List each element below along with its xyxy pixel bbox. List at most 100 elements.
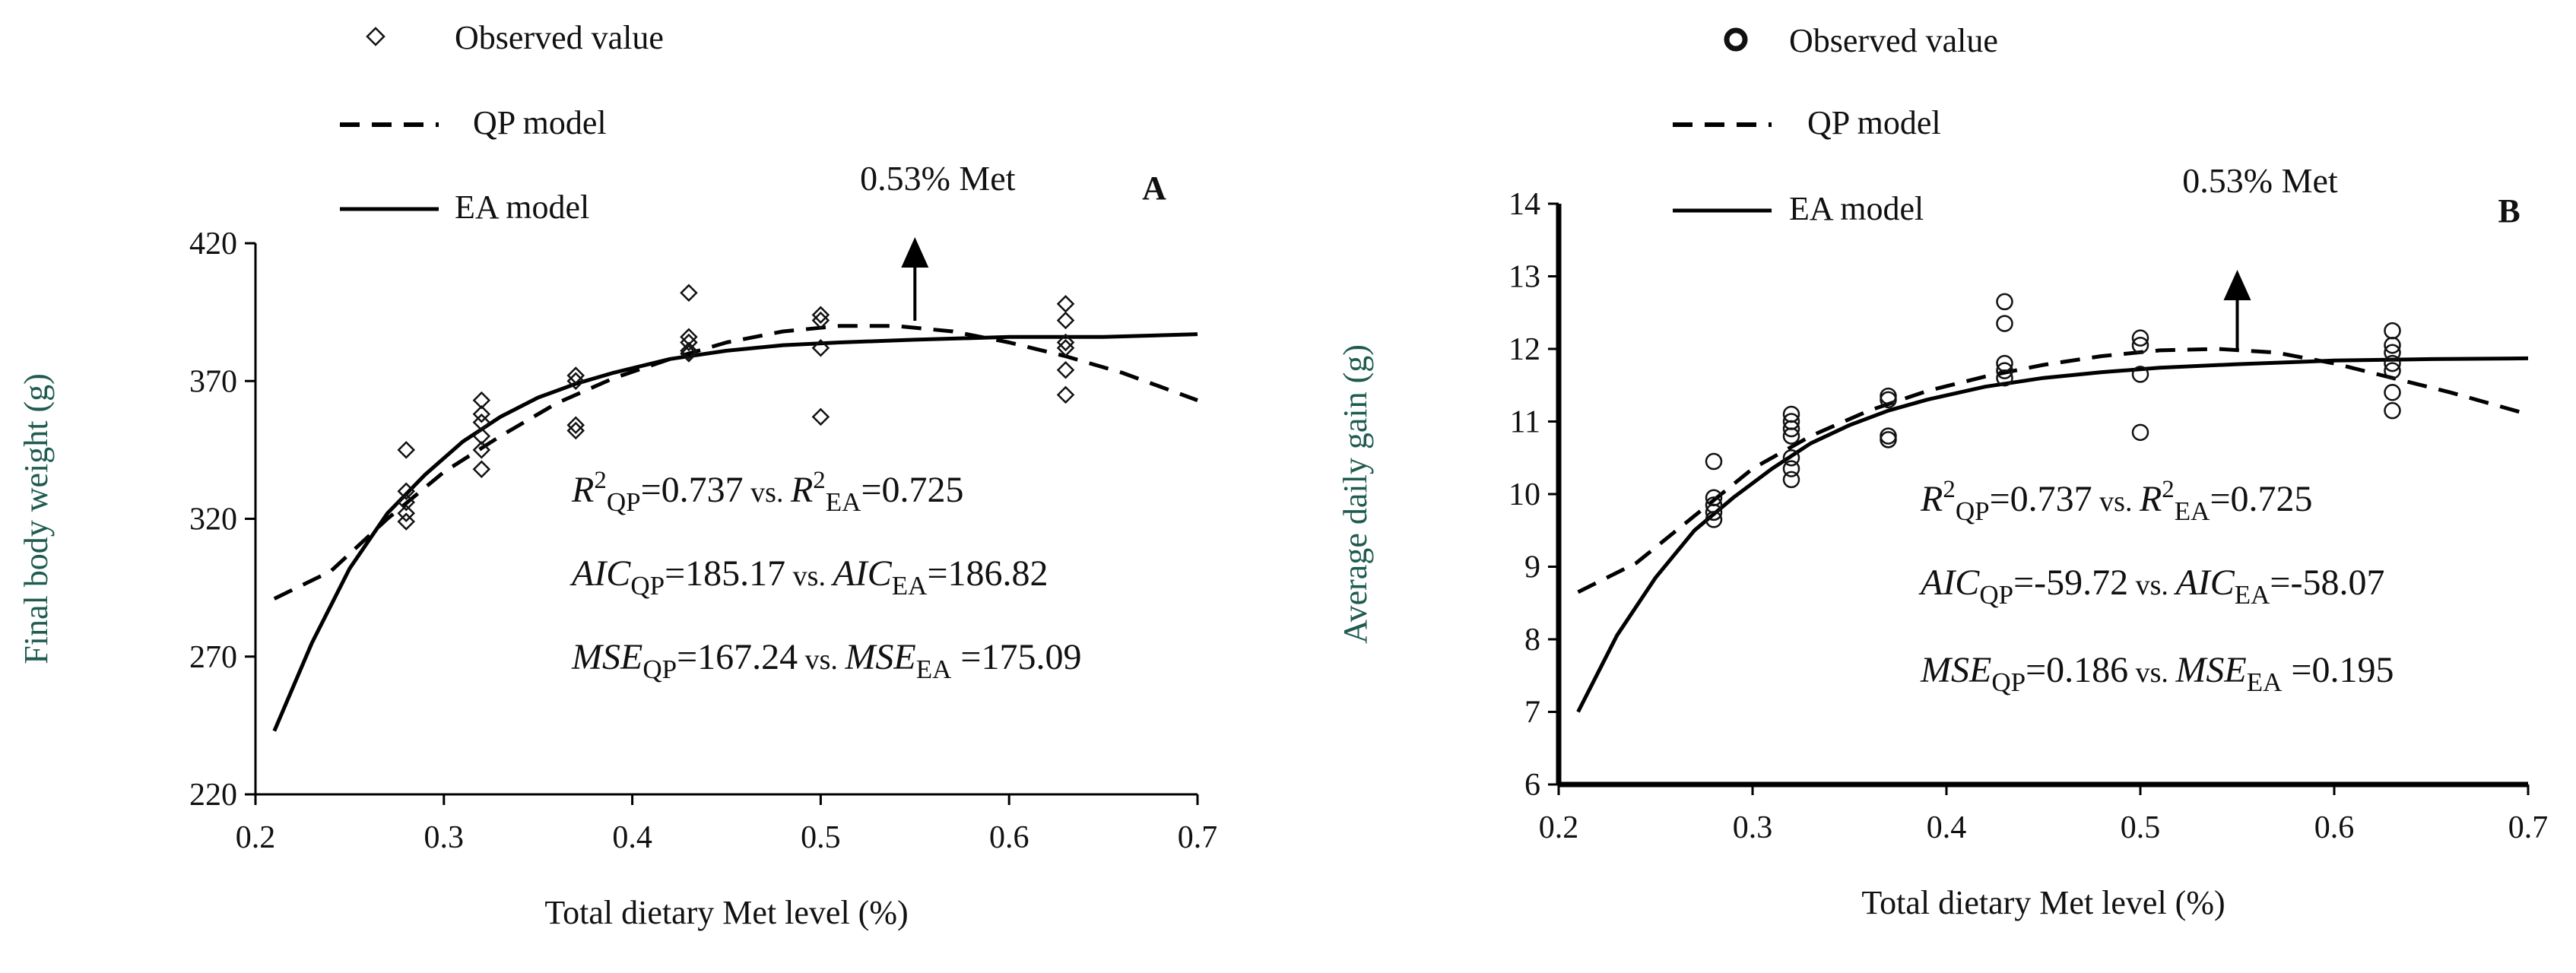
stat-subscript: QP [1979,580,2013,610]
stat-r2-row: R2QP=0.737 vs. R2EA=0.725 [1920,476,2313,526]
observed-point [1056,385,1075,404]
stat-mse-row: MSEQP=167.24 vs. MSEEA =175.09 [571,637,1081,684]
observed-point [2384,322,2401,340]
observed-point [2384,344,2401,362]
stat-label: MSE [2175,650,2246,690]
observed-point [2384,384,2401,401]
observed-point [680,344,698,363]
observed-point [1880,427,1897,445]
observed-point [566,372,585,391]
stat-value: =0.186 [2026,650,2128,690]
observed-point [1880,387,1897,405]
panel-label: B [2498,192,2520,230]
x-tick-label: 0.4 [1927,810,1967,845]
stat-subscript: QP [630,571,665,601]
ea-model-curve [272,332,1198,732]
legend-observed-label: Observed value [455,19,664,56]
annotation-label: 0.53% Met [860,159,1016,198]
observed-point [1705,452,1723,471]
y-tick-label: 12 [1508,332,1540,367]
y-tick-label: 6 [1524,768,1540,803]
observed-point [1705,511,1723,528]
observed-point [2384,362,2401,379]
stat-vs: vs. [744,477,791,509]
observed-point [1996,315,2013,332]
stat-superscript: 2 [594,467,607,494]
annotation-label: 0.53% Met [2182,161,2338,200]
observed-point [472,413,491,432]
stat-value: =0.737 [1990,479,2092,519]
stat-subscript: EA [916,654,952,684]
observed-point [472,391,491,410]
stat-label: AIC [569,553,631,594]
observed-point [397,441,416,459]
observed-point [566,416,585,435]
legend-ea-label: EA model [455,189,589,226]
x-axis-title: Total dietary Met level (%) [544,894,908,931]
stat-superscript: 2 [813,467,826,494]
chart-panel-a: 220 270 320 370 420 0.2 0.3 0.4 0.5 0.6 0.7 Total d… [17,19,1217,931]
x-tick-label: 0.3 [1733,810,1773,845]
stat-label: R [571,470,594,510]
stat-value: =186.82 [927,553,1048,594]
stat-r2-row: R2QP=0.737 vs. R2EA=0.725 [571,467,964,517]
y-tick-label: 320 [189,502,237,537]
legend-qp-label: QP model [473,104,607,141]
stat-vs: vs. [785,560,833,592]
observed-point [1782,471,1800,489]
stat-label: AIC [2173,563,2235,603]
stat-subscript: QP [642,654,677,684]
stat-vs: vs. [2128,569,2175,601]
y-tick-label: 9 [1524,550,1540,585]
stat-value: =0.725 [861,470,963,510]
observed-point [1056,338,1075,357]
observed-point [1880,431,1897,448]
stat-aic-row: AICQP=-59.72 vs. AICEA=-58.07 [1918,563,2384,610]
observed-point [2131,366,2149,383]
stat-subscript: QP [1956,496,1990,526]
observed-point [1880,391,1897,409]
stat-vs: vs. [2092,486,2140,518]
stat-subscript: QP [1991,667,2026,697]
stat-subscript: EA [2175,496,2210,526]
x-tick-label: 0.5 [2121,810,2161,845]
observed-point [1056,360,1075,379]
stat-value: =175.09 [951,637,1081,677]
x-tick-label: 0.4 [612,820,652,855]
stat-vs: vs. [798,644,845,676]
y-axis-title: Final body weight (g) [17,373,55,664]
stat-subscript: QP [607,487,641,517]
chart-panel-b: 6 7 8 9 10 11 12 13 14 0.2 0.3 0.4 0.5 0.6 0.7 Total di… [1337,22,2548,921]
observed-point [2384,354,2401,372]
observed-point [1056,311,1075,330]
observed-point [1996,362,2013,379]
observed-point [397,493,416,512]
y-axis-title: Average daily gain (g) [1337,344,1374,644]
legend-ea-label: EA model [1789,190,1924,227]
stat-value: =-58.07 [2270,563,2384,603]
ea-model-curve [1576,356,2529,713]
stat-label: R [2139,479,2162,519]
x-tick-label: 0.6 [2314,810,2355,845]
stat-label: MSE [844,637,915,677]
observed-point [2384,336,2401,354]
panel-label: A [1142,170,1166,207]
observed-point [1782,420,1800,438]
observed-point [2384,401,2401,420]
x-axis-title: Total dietary Met level (%) [1861,884,2225,921]
stat-superscript: 2 [1943,476,1956,503]
legend: Observed value QP model EA model [1673,22,1998,227]
stat-subscript: EA [2247,667,2283,697]
observed-point [397,512,416,531]
x-tick-label: 0.7 [2508,810,2549,845]
observed-point [680,341,698,360]
observed-point [811,407,830,426]
x-tick-label: 0.2 [236,820,276,855]
legend-diamond-marker [366,27,385,46]
y-tick-label: 7 [1524,696,1540,731]
qp-model-curve [273,324,1198,601]
stat-subscript: EA [2235,580,2270,610]
observed-point [811,338,830,357]
observed-point [1782,460,1800,477]
